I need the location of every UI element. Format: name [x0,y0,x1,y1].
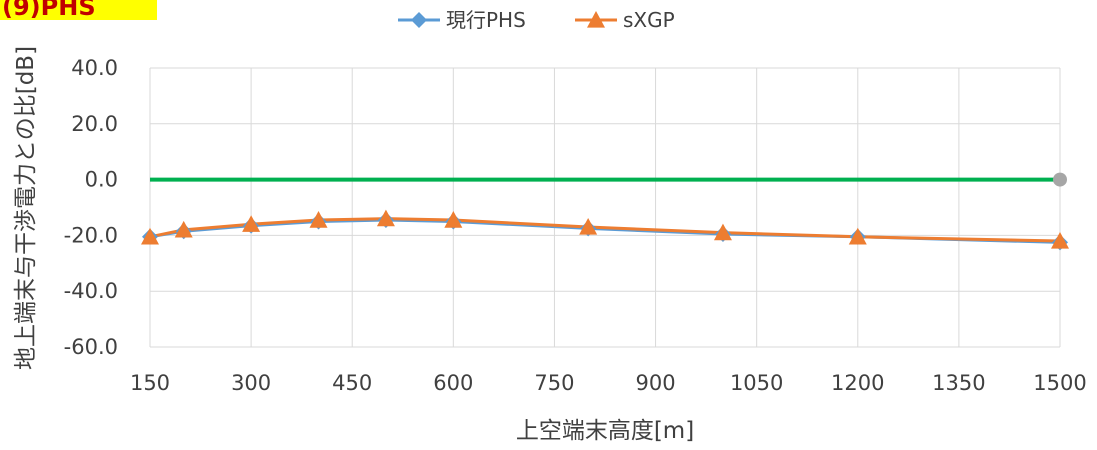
legend: 現行PHS sXGP [398,8,675,32]
series-layer [141,209,1069,251]
x-tick-label: 750 [534,371,574,395]
series-line [149,217,1061,243]
y-tick-label: 0.0 [85,168,118,192]
x-tick-label: 900 [636,371,676,395]
data-point [376,209,395,227]
legend-marker [587,11,605,28]
y-tick-label: 40.0 [71,56,118,80]
data-point [141,227,159,245]
y-axis-title: 地上端末与干渉電力との比[dB] [13,46,39,370]
x-tick-label: 1050 [730,371,783,395]
y-tick-labels: 40.0 20.0 0.0 -20.0 -40.0 -60.0 [64,56,118,359]
x-tick-label: 150 [130,371,170,395]
reference-line-end-marker [1053,172,1067,187]
reference-line-layer [150,172,1067,187]
data-point [848,227,867,245]
data-point [309,211,328,228]
y-tick-label: -40.0 [64,279,118,303]
x-tick-label: 450 [332,371,372,395]
x-axis-title: 上空端末高度[m] [516,418,694,444]
x-tick-label: 600 [433,371,473,395]
data-point [174,220,193,238]
y-tick-label: 20.0 [71,112,118,136]
x-tick-label: 1350 [932,371,985,395]
legend-label: sXGP [623,8,675,32]
legend-label: 現行PHS [446,8,526,32]
data-point [1051,231,1069,249]
data-point [713,223,732,241]
x-tick-label: 300 [231,371,271,395]
x-tick-labels: 150 300 450 600 750 900 1050 1200 1350 1500 [130,371,1087,395]
y-tick-label: -20.0 [64,223,118,247]
data-point [242,215,261,232]
y-tick-label: -60.0 [64,335,118,359]
x-tick-label: 1500 [1033,371,1086,395]
data-point [444,211,463,228]
panel-label: (9)PHS [0,0,157,21]
legend-marker [411,12,427,28]
grid [149,67,1061,348]
x-tick-label: 1200 [831,371,884,395]
data-point [579,218,598,235]
